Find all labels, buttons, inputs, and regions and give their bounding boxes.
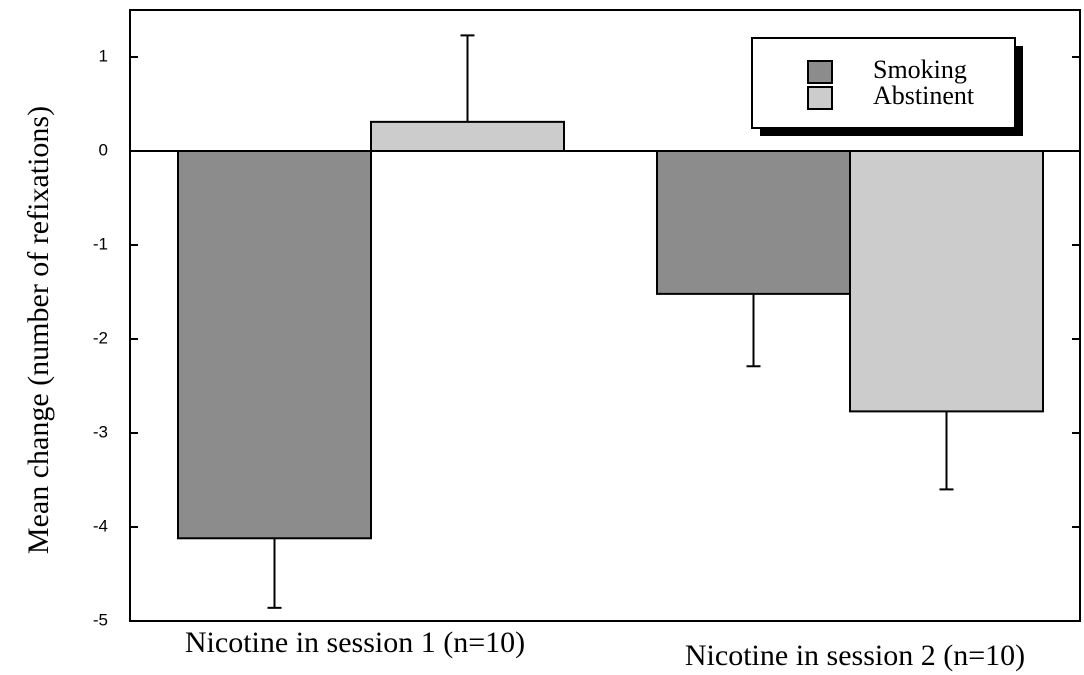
y-axis-label: Mean change (number of refixations) [22, 106, 55, 554]
plot-frame [129, 9, 1081, 622]
legend-swatch [807, 60, 833, 84]
legend-swatch [807, 86, 833, 110]
y-tick-label: -4 [93, 516, 108, 535]
legend-label: Smoking [873, 55, 967, 84]
y-tick-label: -3 [93, 422, 108, 441]
y-tick-label: 1 [99, 46, 108, 65]
bar [177, 150, 372, 540]
x-tick-label: Nicotine in session 2 (n=10) [685, 639, 1025, 672]
y-tick-label: -5 [93, 610, 108, 629]
y-tick-label: -2 [93, 328, 108, 347]
legend-box [751, 37, 1016, 129]
bar [370, 120, 565, 152]
y-tick-label: -1 [93, 234, 108, 253]
y-tick-label: 0 [99, 140, 108, 159]
bar [656, 150, 851, 295]
bar [849, 150, 1044, 413]
legend-label: Abstinent [873, 81, 975, 110]
x-tick-label: Nicotine in session 1 (n=10) [185, 626, 525, 659]
